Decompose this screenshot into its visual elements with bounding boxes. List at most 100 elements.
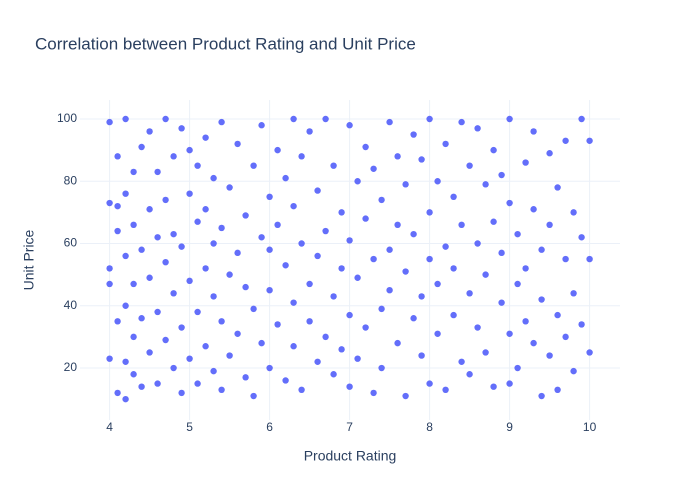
- point: [194, 162, 201, 169]
- point: [298, 386, 305, 394]
- point: [314, 187, 321, 194]
- point: [402, 392, 409, 400]
- point: [450, 311, 457, 319]
- point: [498, 249, 505, 257]
- point: [546, 221, 553, 229]
- point: [370, 255, 377, 263]
- point: [514, 364, 521, 372]
- point: [538, 392, 545, 400]
- point: [482, 349, 489, 356]
- point: [114, 318, 121, 325]
- point: [138, 383, 145, 390]
- point: [570, 367, 577, 375]
- point: [362, 324, 369, 331]
- point: [394, 153, 401, 160]
- point: [530, 339, 537, 347]
- point: [370, 389, 377, 397]
- point: [242, 283, 249, 291]
- point: [338, 346, 345, 353]
- point: [114, 153, 121, 160]
- point: [506, 380, 513, 387]
- point: [322, 227, 329, 235]
- point: [410, 315, 417, 322]
- point: [370, 165, 377, 172]
- point: [426, 380, 433, 387]
- point: [290, 202, 297, 210]
- point: [490, 218, 497, 225]
- point: [178, 243, 185, 250]
- point: [346, 237, 353, 244]
- point: [578, 234, 585, 241]
- point: [554, 311, 561, 319]
- point: [514, 280, 521, 288]
- point: [482, 271, 489, 278]
- point: [106, 118, 113, 126]
- point: [178, 324, 185, 331]
- point: [122, 358, 129, 365]
- point: [314, 252, 321, 260]
- point: [546, 352, 553, 359]
- point: [466, 162, 473, 169]
- point: [154, 308, 161, 316]
- point: [546, 150, 553, 157]
- point: [330, 162, 337, 169]
- point: [442, 386, 449, 394]
- point: [346, 311, 353, 319]
- point: [226, 271, 233, 278]
- point: [298, 240, 305, 247]
- point: [338, 265, 345, 272]
- point: [306, 280, 313, 288]
- point: [242, 374, 249, 381]
- point: [274, 221, 281, 229]
- point: [258, 234, 265, 241]
- point: [178, 389, 185, 397]
- point: [386, 246, 393, 253]
- point: [330, 371, 337, 378]
- point: [490, 146, 497, 154]
- point: [106, 265, 113, 272]
- point: [282, 174, 289, 182]
- point: [202, 206, 209, 213]
- x-tick-label: 8: [426, 420, 433, 434]
- point: [162, 258, 169, 266]
- point: [162, 196, 169, 204]
- point: [130, 280, 137, 288]
- point: [378, 305, 385, 313]
- point: [506, 330, 513, 337]
- point: [442, 140, 449, 148]
- point: [458, 358, 465, 365]
- x-tick-label: 4: [106, 420, 113, 434]
- point: [202, 265, 209, 272]
- point: [290, 299, 297, 306]
- point: [130, 333, 137, 341]
- point: [266, 364, 273, 372]
- point: [290, 343, 297, 350]
- point: [426, 209, 433, 216]
- x-tick-label: 6: [266, 420, 273, 434]
- point: [258, 122, 265, 129]
- point: [306, 318, 313, 325]
- point: [250, 392, 257, 400]
- point: [450, 193, 457, 201]
- point: [266, 246, 273, 253]
- point: [178, 125, 185, 132]
- point: [234, 140, 241, 148]
- point: [210, 293, 217, 300]
- point: [138, 315, 145, 322]
- point: [170, 290, 177, 297]
- point: [442, 243, 449, 250]
- point: [138, 143, 145, 151]
- point: [122, 302, 129, 309]
- point: [122, 115, 129, 123]
- point: [130, 168, 137, 176]
- point: [186, 146, 193, 154]
- point: [170, 364, 177, 372]
- point: [530, 206, 537, 213]
- point: [482, 181, 489, 188]
- x-tick-label: 10: [583, 420, 597, 434]
- y-axis-title: Unit Price: [21, 229, 37, 290]
- point: [218, 386, 225, 394]
- point: [466, 371, 473, 378]
- point: [162, 336, 169, 344]
